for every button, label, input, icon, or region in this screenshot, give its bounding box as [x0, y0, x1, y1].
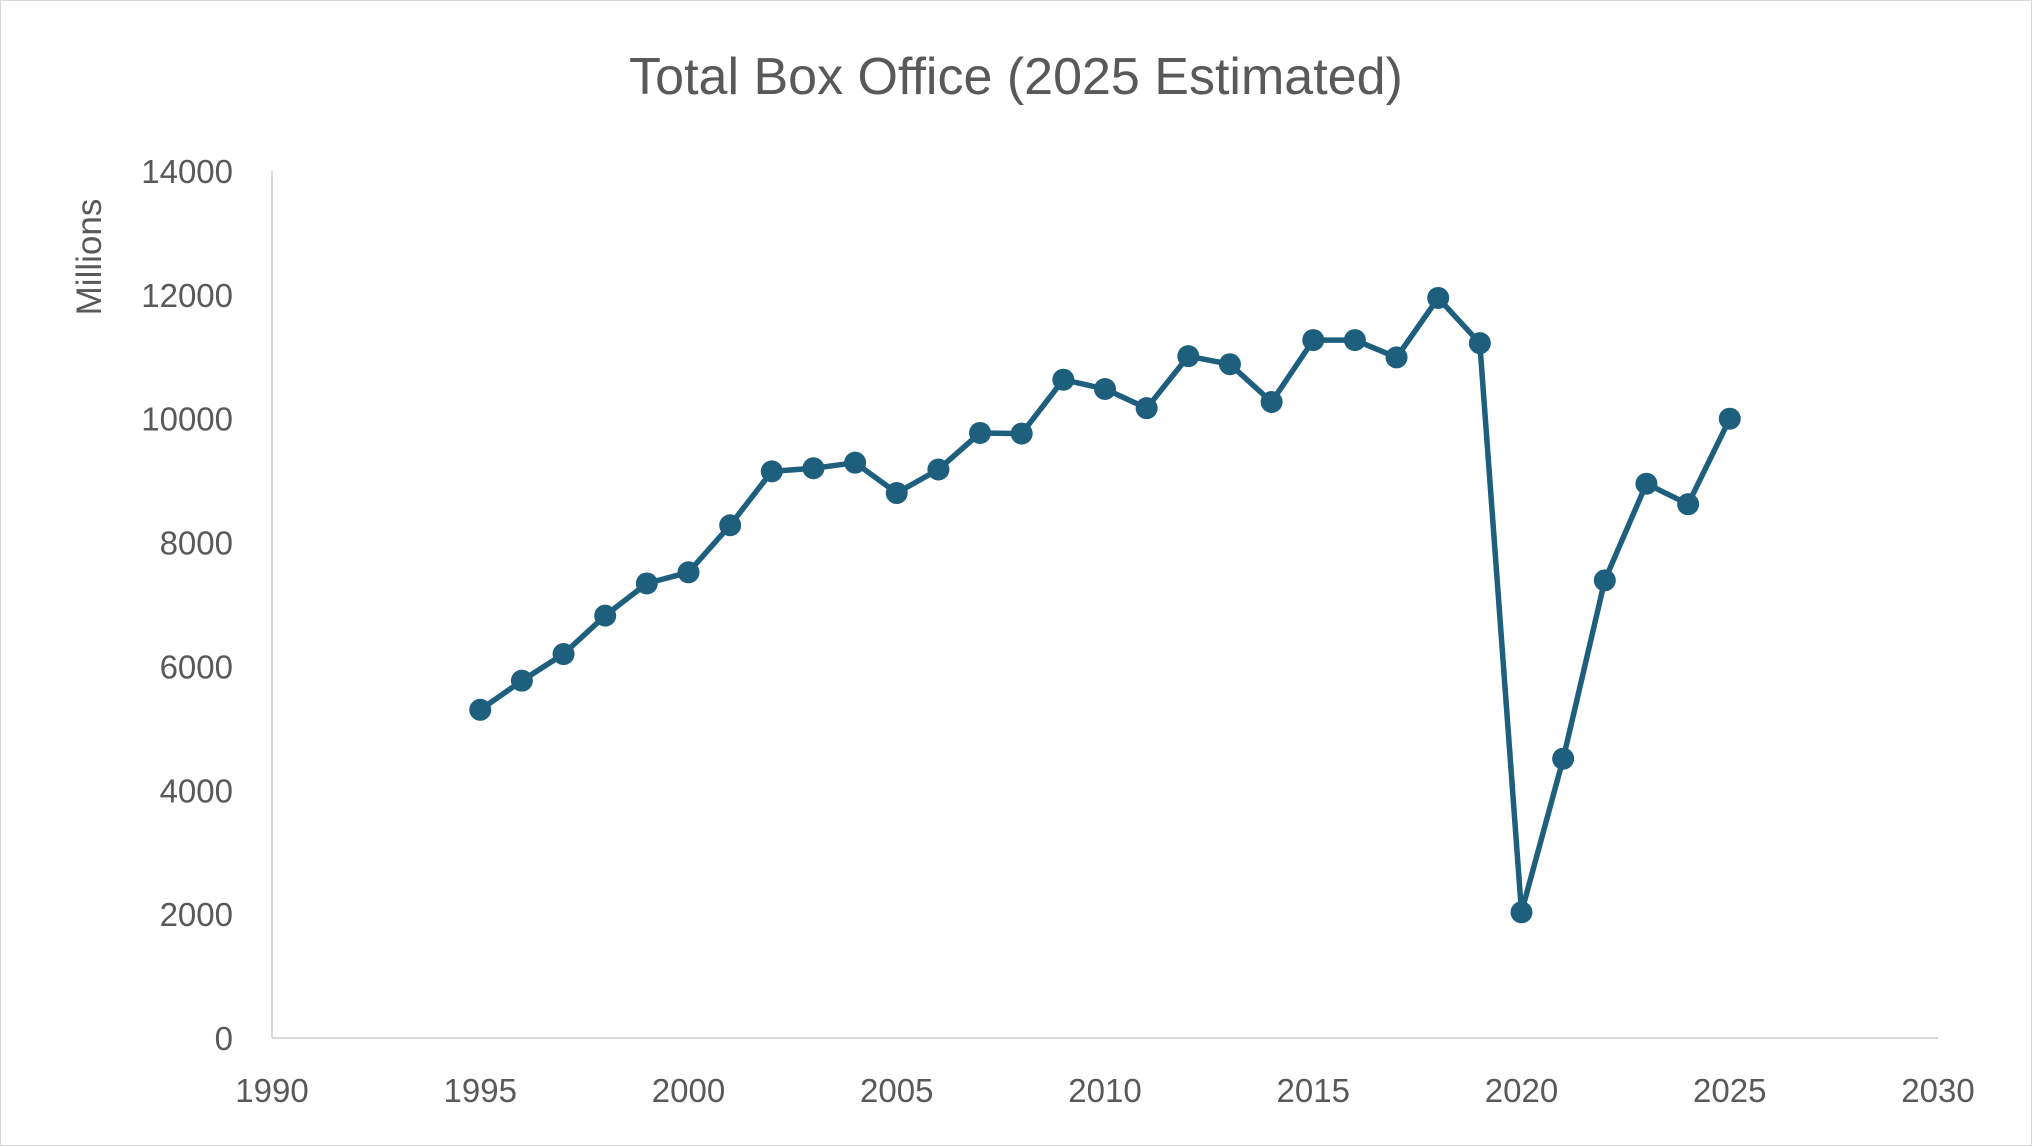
data-point — [594, 604, 617, 627]
data-point — [1427, 286, 1450, 309]
data-point — [635, 572, 658, 595]
x-tick-label: 1990 — [235, 1072, 308, 1109]
x-tick-label: 2010 — [1068, 1072, 1141, 1109]
data-point — [1094, 377, 1116, 400]
y-tick-label: 4000 — [160, 772, 233, 809]
data-point — [1468, 332, 1491, 355]
y-tick-label: 10000 — [141, 401, 233, 438]
data-point — [1718, 407, 1741, 430]
data-point — [1052, 368, 1075, 391]
data-point — [760, 460, 783, 483]
x-tick-label: 2000 — [652, 1072, 725, 1109]
y-tick-labels: 0 2000 4000 6000 8000 10000 12000 14000 — [141, 153, 233, 1057]
data-point — [719, 514, 742, 537]
data-point — [469, 698, 492, 721]
data-point — [802, 457, 825, 480]
x-tick-label: 2025 — [1693, 1072, 1766, 1109]
y-tick-label: 12000 — [141, 277, 233, 314]
data-point — [510, 669, 533, 692]
chart-title: Total Box Office (2025 Estimated) — [629, 48, 1403, 106]
x-tick-label: 2020 — [1485, 1072, 1558, 1109]
data-point — [844, 451, 867, 474]
data-point — [1635, 472, 1658, 495]
x-tick-label: 2005 — [860, 1072, 933, 1109]
data-point — [1260, 390, 1283, 413]
series-points-group — [469, 286, 1741, 924]
data-point — [1302, 329, 1325, 352]
data-point — [1010, 422, 1033, 445]
y-tick-label: 6000 — [160, 648, 233, 685]
x-tick-label: 2030 — [1901, 1072, 1974, 1109]
data-point — [1510, 901, 1533, 924]
data-point — [885, 482, 908, 505]
y-tick-label: 0 — [215, 1020, 233, 1057]
y-tick-label: 8000 — [160, 525, 233, 562]
x-tick-labels: 1990 1995 2000 2005 2010 2015 2020 2025 2030 — [235, 1072, 1974, 1109]
y-tick-label: 2000 — [160, 896, 233, 933]
y-axis-title: Millions — [70, 199, 109, 316]
data-point — [1218, 353, 1241, 376]
data-point — [1177, 345, 1200, 368]
data-point — [969, 421, 992, 444]
data-point — [1552, 747, 1575, 770]
data-point — [1677, 493, 1700, 516]
data-point — [1593, 569, 1616, 592]
y-tick-label: 14000 — [141, 153, 233, 190]
data-point — [927, 458, 950, 481]
data-point — [552, 643, 575, 666]
x-tick-label: 1995 — [444, 1072, 517, 1109]
data-point — [677, 561, 700, 584]
data-point — [1343, 329, 1366, 352]
x-tick-label: 2015 — [1277, 1072, 1350, 1109]
data-point — [1135, 397, 1158, 420]
data-point — [1385, 346, 1408, 369]
